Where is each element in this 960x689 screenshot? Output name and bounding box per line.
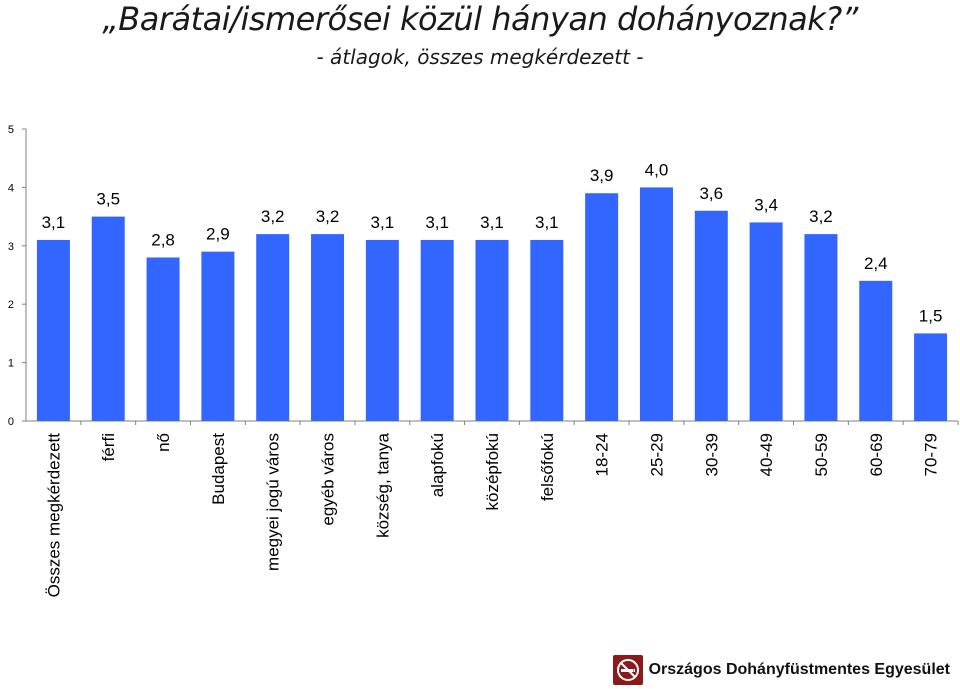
data-label: 3,1 [42,213,66,232]
bar [694,210,728,421]
chart-subtitle: - átlagok, összes megkérdezett - [316,45,644,69]
category-label: Budapest [209,433,228,505]
data-label: 3,1 [535,213,559,232]
category-label: nő [154,433,173,452]
chart-title: „Barátai/ismerősei közül hányan dohányoz… [102,0,858,38]
data-label: 2,4 [864,254,888,273]
data-label: 3,1 [371,213,395,232]
category-label: 18-24 [593,433,612,476]
bar [639,187,673,421]
data-label: 1,5 [919,306,943,325]
category-label: 70-79 [922,433,941,476]
data-label: 3,4 [754,195,778,214]
data-label: 3,2 [809,207,833,226]
bar [91,216,125,421]
bar [146,257,180,421]
y-tick-label: 1 [8,358,14,370]
data-label: 3,9 [590,166,614,185]
bar [530,239,564,421]
category-label: 30-39 [702,433,721,476]
y-tick-label: 4 [8,182,14,194]
category-label: 50-59 [812,433,831,476]
data-label: 3,6 [699,184,723,203]
no-smoking-icon [612,655,643,685]
category-label: 40-49 [757,433,776,476]
footer: Országos Dohányfüstmentes Egyesület [612,652,950,688]
category-label: felsőfokú [538,433,557,501]
bar [201,251,235,421]
bar [420,239,454,421]
category-label: egyéb város [319,433,338,526]
category-label: alapfokú [428,433,447,497]
data-label: 3,2 [261,207,285,226]
y-tick-label: 3 [8,241,14,253]
bar [475,239,509,421]
bar [749,222,783,421]
data-label: 4,0 [645,160,669,179]
organization-name: Országos Dohányfüstmentes Egyesület [648,661,950,678]
bar [256,234,290,421]
bar [914,333,948,421]
bar [859,280,893,421]
category-label: 60-69 [867,433,886,476]
data-label: 3,1 [480,213,504,232]
y-tick-label: 0 [8,416,14,428]
category-label: középfokú [483,433,502,511]
data-label: 2,9 [206,225,230,244]
data-label: 2,8 [151,230,175,249]
data-label: 3,2 [316,207,340,226]
data-label: 3,1 [425,213,449,232]
y-tick-label: 5 [8,124,14,136]
bar [585,193,619,421]
data-label: 3,5 [96,190,120,209]
y-tick-label: 2 [8,299,14,311]
category-label: megyei jogú város [264,433,283,571]
bar [804,234,838,421]
category-label: férfi [99,433,118,461]
category-label: Összes megkérdezett [44,433,63,598]
bar [365,239,399,421]
bar [311,234,345,421]
category-label: 25-29 [647,433,666,476]
bar [36,239,70,421]
category-label: község, tanya [373,432,392,537]
